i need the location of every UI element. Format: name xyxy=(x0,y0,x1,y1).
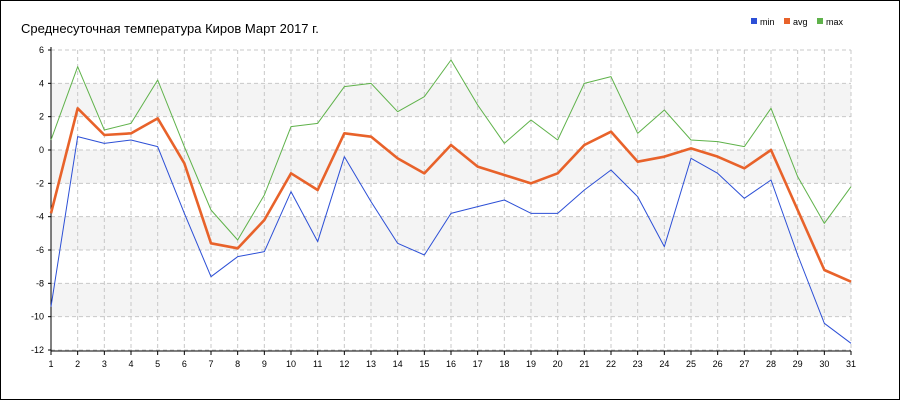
x-tick-label: 29 xyxy=(793,359,803,369)
legend-label-min: min xyxy=(760,17,775,27)
x-tick-label: 16 xyxy=(446,359,456,369)
x-tick-label: 18 xyxy=(499,359,509,369)
y-tick-label: 6 xyxy=(39,45,44,55)
x-tick-label: 23 xyxy=(633,359,643,369)
x-tick-label: 31 xyxy=(846,359,856,369)
x-tick-label: 1 xyxy=(48,359,53,369)
x-tick-label: 26 xyxy=(713,359,723,369)
y-tick-label: -4 xyxy=(36,212,44,222)
y-tick-label: -12 xyxy=(31,345,44,355)
x-tick-label: 12 xyxy=(339,359,349,369)
y-tick-label: -6 xyxy=(36,245,44,255)
x-tick-label: 20 xyxy=(553,359,563,369)
grid-lines xyxy=(50,49,852,351)
x-tick-label: 8 xyxy=(235,359,240,369)
x-tick-label: 28 xyxy=(766,359,776,369)
legend-swatch-max xyxy=(817,18,823,24)
x-tick-labels: 1 2 3 4 5 6 7 8 9 10 11 12 13 14 15 16 17 18 19 20 21 22 23 24 2… xyxy=(48,351,856,369)
x-tick-label: 14 xyxy=(393,359,403,369)
x-tick-label: 30 xyxy=(819,359,829,369)
y-tick-label: -10 xyxy=(31,312,44,322)
x-tick-label: 25 xyxy=(686,359,696,369)
x-tick-label: 21 xyxy=(579,359,589,369)
legend-swatch-avg xyxy=(784,18,790,24)
x-tick-label: 13 xyxy=(366,359,376,369)
x-tick-label: 17 xyxy=(473,359,483,369)
series-line-min xyxy=(50,136,852,344)
series-lines xyxy=(49,59,852,344)
x-tick-label: 11 xyxy=(313,359,322,369)
legend-label-max: max xyxy=(826,17,844,27)
y-tick-label: 0 xyxy=(39,145,44,155)
y-tick-label: 2 xyxy=(39,112,44,122)
legend-swatch-min xyxy=(751,18,757,24)
x-tick-label: 4 xyxy=(128,359,133,369)
y-tick-label: -2 xyxy=(36,178,44,188)
x-tick-label: 27 xyxy=(739,359,749,369)
y-tick-label: -8 xyxy=(36,278,44,288)
x-tick-label: 6 xyxy=(182,359,187,369)
legend-label-avg: avg xyxy=(793,17,808,27)
x-tick-label: 5 xyxy=(155,359,160,369)
x-tick-label: 10 xyxy=(286,359,296,369)
x-tick-label: 3 xyxy=(102,359,107,369)
x-tick-label: 22 xyxy=(606,359,616,369)
legend: min avg max xyxy=(751,17,844,27)
y-tick-labels: 6 4 2 0 -2 -4 -6 -8 -10 -12 xyxy=(31,45,51,355)
series-line-max xyxy=(50,59,852,241)
x-tick-label: 15 xyxy=(419,359,429,369)
chart-title: Среднесуточная температура Киров Март 20… xyxy=(21,21,319,36)
x-tick-label: 7 xyxy=(208,359,213,369)
x-tick-label: 2 xyxy=(75,359,80,369)
series-line-avg xyxy=(49,107,852,283)
x-tick-label: 19 xyxy=(526,359,536,369)
y-tick-label: 4 xyxy=(39,78,44,88)
x-tick-label: 9 xyxy=(262,359,267,369)
x-tick-label: 24 xyxy=(659,359,669,369)
